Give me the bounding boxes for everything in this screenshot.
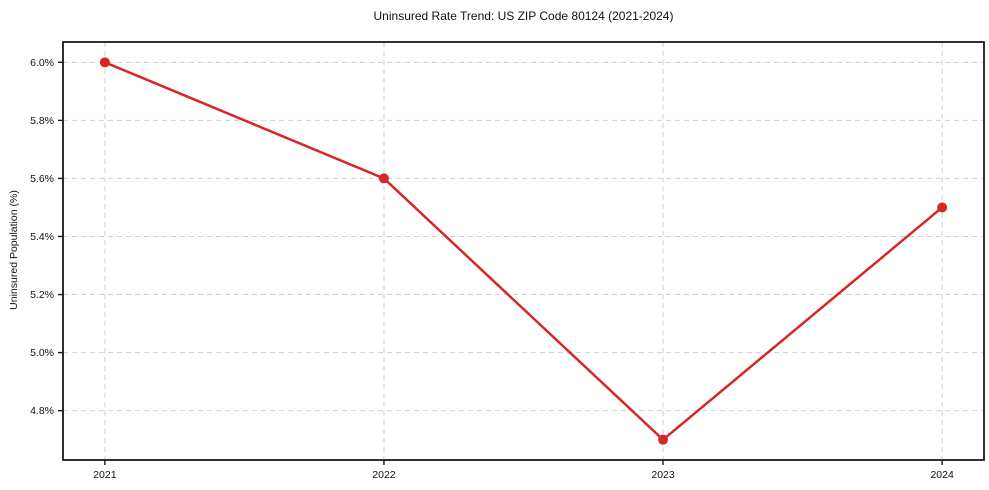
y-tick-label: 5.6% (30, 173, 54, 185)
y-tick-label: 6.0% (30, 57, 54, 69)
data-point (658, 434, 669, 445)
y-tick-label: 5.4% (30, 231, 54, 243)
x-tick-label: 2021 (93, 469, 117, 481)
data-point (378, 173, 389, 184)
x-tick-label: 2022 (372, 469, 396, 481)
y-tick-label: 5.0% (30, 347, 54, 359)
y-tick-label: 5.8% (30, 115, 54, 127)
y-tick-label: 5.2% (30, 289, 54, 301)
y-tick-label: 4.8% (30, 405, 54, 417)
chart-title: Uninsured Rate Trend: US ZIP Code 80124 … (373, 9, 674, 23)
data-point (937, 202, 948, 213)
plot-frame (62, 41, 985, 461)
data-point (99, 57, 110, 68)
x-tick-label: 2023 (651, 469, 675, 481)
trend-line (103, 61, 944, 441)
x-tick-label: 2024 (930, 469, 954, 481)
